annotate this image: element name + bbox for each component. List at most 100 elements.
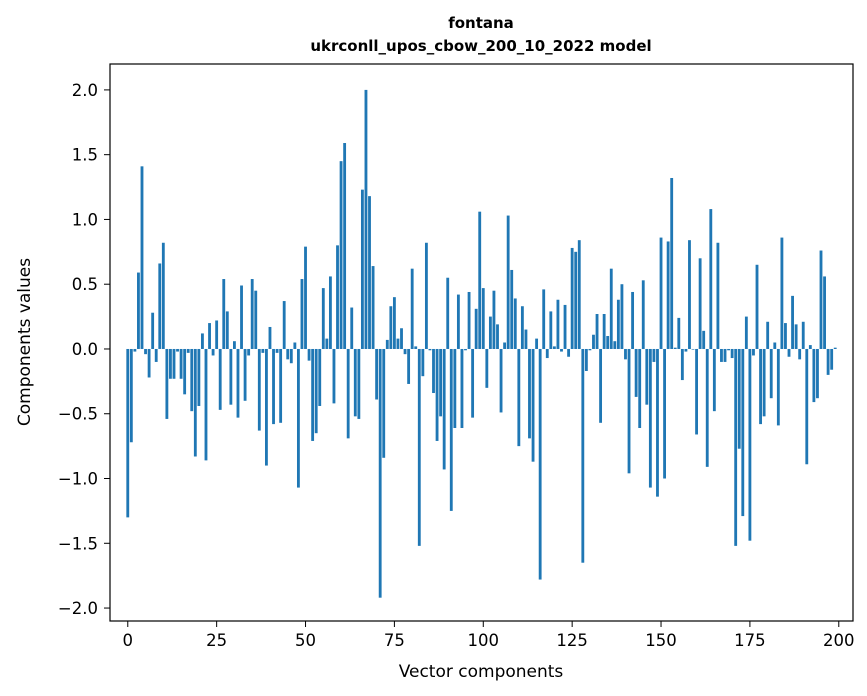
bar-79 — [407, 348, 411, 384]
bar-15 — [179, 348, 183, 379]
bar-1 — [129, 348, 133, 443]
bar-26 — [218, 348, 222, 410]
bar-series — [126, 89, 837, 598]
chart-subtitle: ukrconll_upos_cbow_200_10_2022 model — [310, 37, 651, 55]
bar-174 — [744, 316, 748, 349]
bar-131 — [592, 334, 595, 349]
bar-116 — [538, 348, 542, 580]
bar-127 — [577, 240, 581, 349]
bar-86 — [432, 348, 435, 394]
bar-129 — [584, 348, 588, 371]
bar-94 — [460, 348, 464, 428]
bar-162 — [702, 330, 706, 349]
bar-177 — [755, 264, 759, 349]
bar-20 — [197, 348, 201, 406]
bar-34 — [247, 348, 251, 356]
bar-9 — [158, 263, 162, 349]
bar-163 — [705, 348, 709, 467]
bar-196 — [823, 276, 826, 349]
bar-147 — [648, 348, 652, 488]
bar-52 — [311, 348, 315, 441]
y-tick-label: 1.5 — [72, 146, 98, 165]
bar-143 — [634, 348, 638, 397]
bar-45 — [286, 348, 290, 360]
bar-60 — [339, 161, 343, 349]
bar-73 — [385, 339, 389, 349]
bar-58 — [332, 348, 336, 404]
bar-161 — [698, 258, 702, 349]
bar-166 — [716, 242, 720, 349]
y-axis-label: Components values — [15, 258, 35, 426]
bar-23 — [208, 323, 211, 349]
bar-122 — [560, 348, 563, 352]
bar-154 — [673, 347, 677, 349]
bar-8 — [154, 348, 158, 362]
bar-175 — [748, 348, 752, 541]
bar-173 — [741, 348, 745, 517]
bar-153 — [670, 177, 674, 349]
bar-11 — [165, 348, 169, 419]
bar-187 — [791, 295, 794, 349]
bar-125 — [570, 247, 574, 349]
bar-102 — [488, 316, 492, 349]
bar-126 — [574, 251, 578, 349]
x-tick-label: 0 — [123, 631, 134, 650]
bar-97 — [471, 348, 475, 418]
bar-152 — [666, 241, 670, 349]
bar-188 — [794, 324, 798, 349]
bar-156 — [680, 348, 684, 381]
bar-4 — [140, 166, 144, 349]
bar-191 — [805, 348, 809, 465]
bar-146 — [645, 348, 649, 405]
bar-29 — [229, 348, 233, 405]
y-tick-label: −1.5 — [58, 534, 98, 553]
bar-197 — [826, 348, 830, 375]
x-tick-label: 125 — [556, 631, 588, 650]
bar-109 — [513, 298, 517, 349]
bar-170 — [730, 348, 734, 359]
bar-91 — [449, 348, 453, 511]
bar-119 — [549, 311, 553, 349]
bar-56 — [325, 338, 329, 349]
y-tick-label: 2.0 — [72, 81, 98, 100]
bar-49 — [300, 279, 304, 349]
bar-83 — [421, 348, 425, 377]
bar-68 — [368, 196, 371, 349]
x-tick-label: 200 — [823, 631, 855, 650]
bar-118 — [545, 348, 549, 359]
bar-123 — [563, 304, 567, 349]
bar-70 — [375, 348, 379, 400]
bar-158 — [688, 240, 691, 349]
bar-18 — [190, 348, 194, 412]
bar-38 — [261, 348, 265, 353]
bar-31 — [236, 348, 240, 418]
bar-182 — [773, 342, 777, 349]
bar-77 — [400, 328, 403, 349]
bar-24 — [211, 348, 215, 356]
bar-93 — [456, 294, 460, 349]
bar-3 — [137, 272, 140, 349]
y-axis-ticks: −2.0 −1.5 −1.0 −0.5 0.0 0.5 1.0 1.5 2.0 — [58, 81, 110, 618]
bar-185 — [784, 323, 787, 349]
bar-172 — [737, 348, 741, 449]
bar-64 — [353, 348, 357, 417]
y-tick-label: 0.0 — [72, 340, 98, 359]
bar-96 — [467, 291, 471, 349]
bar-142 — [631, 291, 635, 349]
y-tick-label: 1.0 — [72, 210, 98, 229]
bar-138 — [616, 299, 620, 349]
bar-169 — [727, 348, 730, 351]
bar-55 — [321, 288, 325, 349]
bar-124 — [567, 348, 571, 357]
x-tick-label: 100 — [468, 631, 500, 650]
bar-80 — [410, 268, 414, 349]
bar-53 — [314, 348, 318, 434]
bar-106 — [503, 342, 507, 349]
bar-130 — [588, 348, 592, 351]
bar-82 — [417, 348, 421, 546]
bar-101 — [485, 348, 489, 388]
bar-179 — [762, 348, 766, 417]
bar-57 — [328, 276, 332, 349]
bar-40 — [268, 326, 272, 349]
bar-95 — [464, 348, 467, 351]
